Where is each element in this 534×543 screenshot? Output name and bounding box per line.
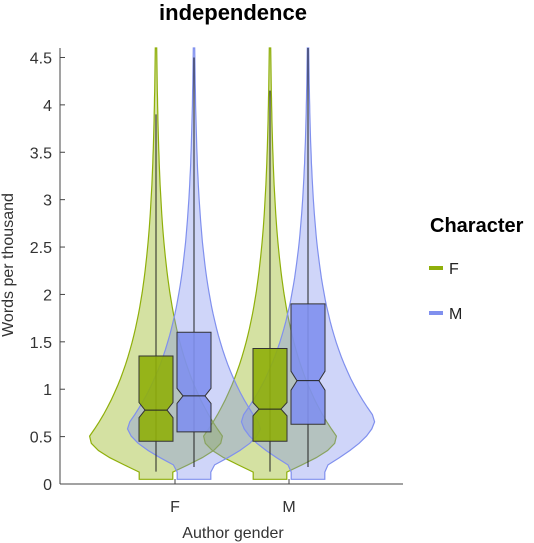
x-tick-label: F — [170, 499, 180, 516]
chart-title: independence — [159, 0, 307, 25]
box-F-M — [252, 348, 288, 442]
y-tick-label: 4 — [43, 98, 52, 115]
y-tick-label: 4.5 — [30, 50, 52, 67]
y-tick-label: 3 — [43, 193, 52, 210]
y-tick-label: 0 — [43, 477, 52, 494]
y-axis: 0 0.5 1 1.5 2 2.5 3 3.5 4 4.5 — [30, 48, 65, 494]
y-tick-label: 1.5 — [30, 335, 52, 352]
plot-area — [88, 47, 376, 480]
y-tick-label: 2 — [43, 287, 52, 304]
x-tick-label: M — [282, 499, 295, 516]
y-tick-label: 0.5 — [30, 430, 52, 447]
box-F-F — [138, 355, 174, 442]
box-M-F — [176, 331, 212, 433]
y-axis-label: Words per thousand — [0, 193, 17, 337]
legend-label-F: F — [449, 261, 459, 278]
y-tick-label: 2.5 — [30, 240, 52, 257]
box-M-M — [290, 303, 326, 425]
legend-title: Character — [430, 215, 524, 237]
legend-label-M: M — [449, 306, 462, 323]
y-tick-label: 1 — [43, 382, 52, 399]
legend: Character F M — [429, 215, 524, 323]
x-axis-label: Author gender — [182, 525, 284, 542]
y-tick-label: 3.5 — [30, 145, 52, 162]
